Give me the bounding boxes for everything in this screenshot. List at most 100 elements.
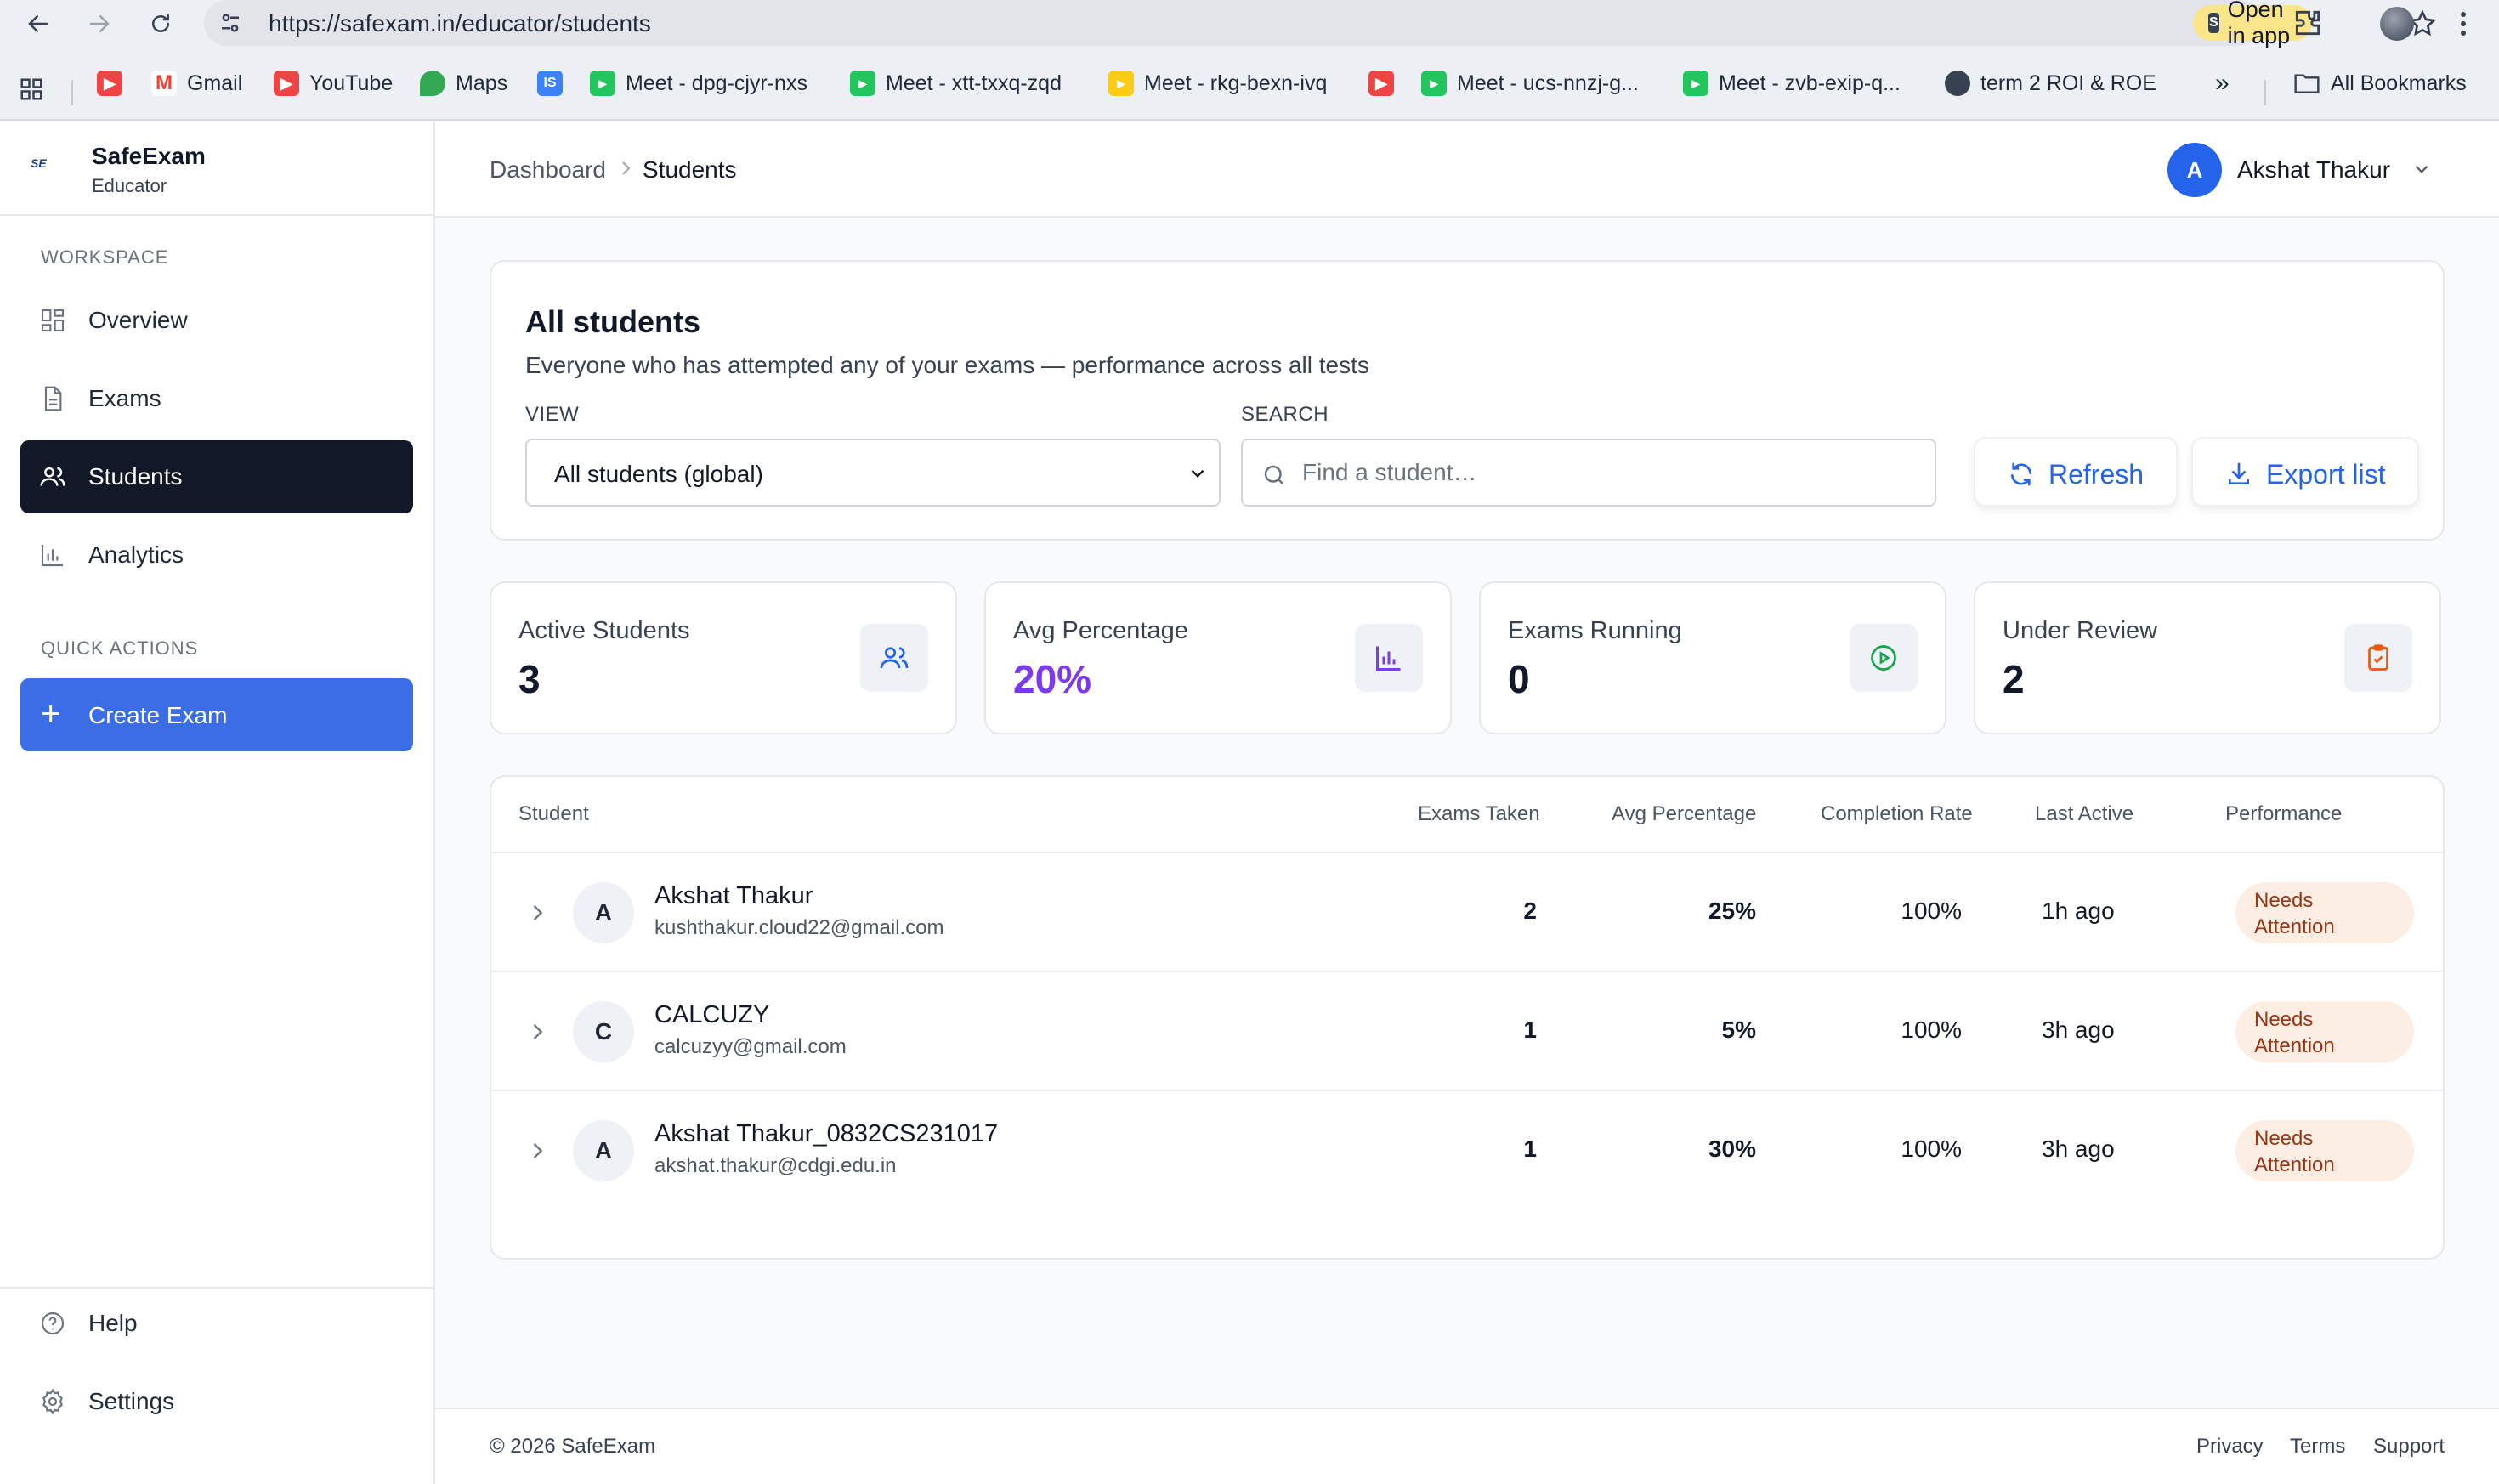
sidebar-item-students[interactable]: Students <box>20 440 413 513</box>
create-exam-label: Create Exam <box>88 702 228 728</box>
view-select[interactable]: All students (global) <box>525 439 1221 507</box>
sidebar-item-analytics[interactable]: Analytics <box>20 518 413 592</box>
bookmark-meet-1[interactable]: ▸ Meet - dpg-cjyr-nxs <box>590 66 808 100</box>
bookmark-term2[interactable]: term 2 ROI & ROE <box>1945 66 2156 100</box>
search-input[interactable] <box>1302 456 1914 490</box>
bookmark-label: term 2 ROI & ROE <box>1980 71 2156 95</box>
sidebar-item-overview[interactable]: Overview <box>20 284 413 357</box>
profile-avatar[interactable] <box>2380 7 2414 41</box>
bookmark-youtube-1[interactable]: ▶ <box>97 66 122 100</box>
table-row[interactable]: A Akshat Thakur kushthakur.cloud22@gmail… <box>491 853 2443 972</box>
back-arrow-icon[interactable] <box>22 8 54 40</box>
refresh-button[interactable]: Refresh <box>1974 437 2178 507</box>
extensions-icon[interactable] <box>2292 7 2324 39</box>
brand: SE SafeExam Educator <box>0 122 434 216</box>
bookmark-youtube[interactable]: ▶ YouTube <box>274 66 393 100</box>
exams-taken: 2 <box>1523 898 1537 924</box>
footer-link-terms[interactable]: Terms <box>2290 1435 2346 1458</box>
more-bookmarks-icon[interactable]: » <box>2215 69 2230 97</box>
footer-link-support[interactable]: Support <box>2373 1435 2445 1458</box>
stat-card-active-students: Active Students 3 <box>490 581 957 734</box>
avatar: A <box>573 1120 634 1181</box>
browser-toolbar: https://safexam.in/educator/students S O… <box>0 0 2499 48</box>
chevron-down-icon[interactable] <box>2411 158 2433 180</box>
performance-badge-label: Needs Attention <box>2254 1008 2335 1057</box>
create-exam-button[interactable]: + Create Exam <box>20 678 413 751</box>
user-avatar[interactable]: A <box>2168 143 2222 197</box>
sidebar: SE SafeExam Educator WORKSPACE Overview … <box>0 122 435 1484</box>
search-field[interactable] <box>1241 439 1936 507</box>
open-in-app-button[interactable]: S Open in app <box>2193 0 2313 48</box>
user-name[interactable]: Akshat Thakur <box>2237 156 2391 183</box>
grid-icon <box>41 309 65 332</box>
avatar: C <box>573 1001 634 1062</box>
bookmark-is[interactable]: IS <box>537 66 563 100</box>
view-select-value: All students (global) <box>554 461 763 487</box>
avg-percentage: 25% <box>1708 898 1756 924</box>
column-header: Avg Percentage <box>1612 802 1757 825</box>
apps-grid-icon[interactable] <box>19 76 44 102</box>
students-filter-card: All students Everyone who has attempted … <box>490 260 2445 541</box>
bookmark-label: Meet - zvb-exip-q... <box>1719 71 1901 95</box>
bookmark-label: Meet - ucs-nnzj-g... <box>1457 71 1639 95</box>
sidebar-item-label: Settings <box>88 1388 175 1414</box>
chevron-right-icon[interactable] <box>525 1020 549 1044</box>
table-row[interactable]: A Akshat Thakur_0832CS231017 akshat.thak… <box>491 1091 2443 1210</box>
sidebar-item-settings[interactable]: Settings <box>20 1365 413 1438</box>
export-list-button[interactable]: Export list <box>2191 437 2419 507</box>
reload-icon[interactable] <box>144 8 177 40</box>
brand-name: SafeExam <box>92 143 206 169</box>
sidebar-item-help[interactable]: Help <box>20 1287 413 1360</box>
column-header: Completion Rate <box>1821 802 1973 825</box>
chevron-right-icon[interactable] <box>525 901 549 925</box>
stat-label: Active Students <box>518 617 690 644</box>
plus-icon: + <box>41 695 61 733</box>
stat-label: Under Review <box>2003 617 2158 644</box>
meet-icon: ▸ <box>1108 71 1134 96</box>
page-title: All students <box>525 304 701 339</box>
performance-badge-label: Needs Attention <box>2254 1127 2335 1176</box>
maps-pin-icon <box>420 71 445 96</box>
column-header: Student <box>518 802 589 825</box>
bookmark-label: YouTube <box>309 71 394 95</box>
url-text[interactable]: https://safexam.in/educator/students <box>269 10 651 37</box>
bookmark-meet-2[interactable]: ▸ Meet - xtt-txxq-zqd <box>850 66 1062 100</box>
bookmark-meet-5[interactable]: ▸ Meet - zvb-exip-q... <box>1683 66 1901 100</box>
quick-actions-section-label: QUICK ACTIONS <box>41 637 199 659</box>
youtube-icon: ▶ <box>1368 71 1394 96</box>
bookmark-maps[interactable]: Maps <box>420 66 507 100</box>
address-bar[interactable]: https://safexam.in/educator/students S O… <box>204 0 2437 48</box>
bookmarks-bar: ▶ M Gmail ▶ YouTube Maps IS ▸ Meet - dpg… <box>0 48 2499 121</box>
bookmark-gmail[interactable]: M Gmail <box>151 66 242 100</box>
all-bookmarks-label: All Bookmarks <box>2331 71 2467 95</box>
footer-link-privacy[interactable]: Privacy <box>2196 1435 2264 1458</box>
gear-icon <box>42 1388 63 1415</box>
refresh-icon <box>2011 462 2032 486</box>
main-content: All students Everyone who has attempted … <box>435 218 2499 1408</box>
browser-menu-icon[interactable] <box>2448 7 2479 41</box>
breadcrumb-dashboard[interactable]: Dashboard <box>490 156 606 183</box>
bookmark-meet-4[interactable]: ▸ Meet - ucs-nnzj-g... <box>1421 66 1639 100</box>
last-active: 3h ago <box>2042 1136 2115 1162</box>
chevron-right-icon[interactable] <box>525 1139 549 1163</box>
gmail-icon: M <box>151 71 177 96</box>
bookmark-youtube-2[interactable]: ▶ <box>1368 66 1394 100</box>
column-header: Exams Taken <box>1418 802 1540 825</box>
stat-label: Exams Running <box>1508 617 1682 644</box>
performance-badge: Needs Attention <box>2236 882 2414 943</box>
completion-rate: 100% <box>1901 1017 1962 1043</box>
bookmark-meet-3[interactable]: ▸ Meet - rkg-bexn-ivq <box>1108 66 1327 100</box>
chevron-down-icon <box>1191 469 1204 478</box>
globe-icon <box>1945 71 1970 96</box>
last-active: 1h ago <box>2042 898 2115 924</box>
table-row[interactable]: C CALCUZY calcuzyy@gmail.com 1 5% 100% 3… <box>491 972 2443 1091</box>
sidebar-item-exams[interactable]: Exams <box>20 362 413 435</box>
sidebar-item-label: Overview <box>88 307 188 333</box>
sidebar-item-label: Analytics <box>88 541 184 568</box>
forward-arrow-icon[interactable] <box>83 8 116 40</box>
stat-card-exams-running: Exams Running 0 <box>1479 581 1946 734</box>
site-settings-icon[interactable] <box>218 10 243 36</box>
sidebar-item-label: Help <box>88 1310 138 1336</box>
bookmark-star-icon[interactable] <box>2407 8 2438 39</box>
all-bookmarks-folder[interactable]: All Bookmarks <box>2293 66 2467 100</box>
